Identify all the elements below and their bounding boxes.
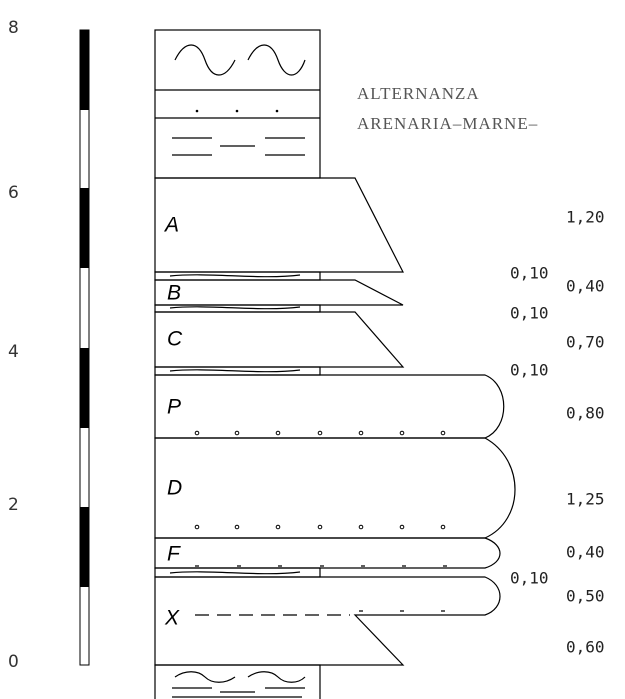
stratigraphic-column: 8 6 4 2 0 ALTERNANZA ARENARIA–MARNE– [0, 0, 625, 699]
interlayer-thickness: 0,10 [510, 264, 549, 283]
layer-label: C [167, 328, 183, 351]
scale-bar [80, 30, 89, 665]
layer-label: F [167, 543, 181, 566]
layer-label: P [167, 396, 181, 419]
thickness: 1,20 [566, 208, 605, 227]
layer-label: D [167, 477, 182, 500]
layer-label: X [164, 607, 180, 630]
header-line: ARENARIA–MARNE– [357, 114, 538, 133]
interlayer-thickness: 0,10 [510, 304, 549, 323]
scale-label: 8 [8, 18, 19, 38]
dots [195, 431, 445, 529]
scale-label: 4 [8, 342, 19, 362]
thickness: 0,80 [566, 404, 605, 423]
scale-label: 0 [8, 652, 19, 672]
thickness: 0,60 [566, 638, 605, 657]
dots [196, 110, 279, 113]
scale-label: 2 [8, 495, 19, 515]
layer-label: B [167, 282, 181, 305]
header-line: ALTERNANZA [357, 84, 480, 103]
thickness: 1,25 [566, 490, 605, 509]
thickness: 0,50 [566, 587, 605, 606]
thickness: 0,40 [566, 543, 605, 562]
top-section [155, 30, 320, 178]
interlayer-thickness: 0,10 [510, 361, 549, 380]
layer-label: A [163, 214, 179, 237]
thickness: 0,70 [566, 333, 605, 352]
interlayer-thickness: 0,10 [510, 569, 549, 588]
thickness: 0,40 [566, 277, 605, 296]
layer-shapes [155, 178, 515, 699]
scale-label: 6 [8, 183, 19, 203]
